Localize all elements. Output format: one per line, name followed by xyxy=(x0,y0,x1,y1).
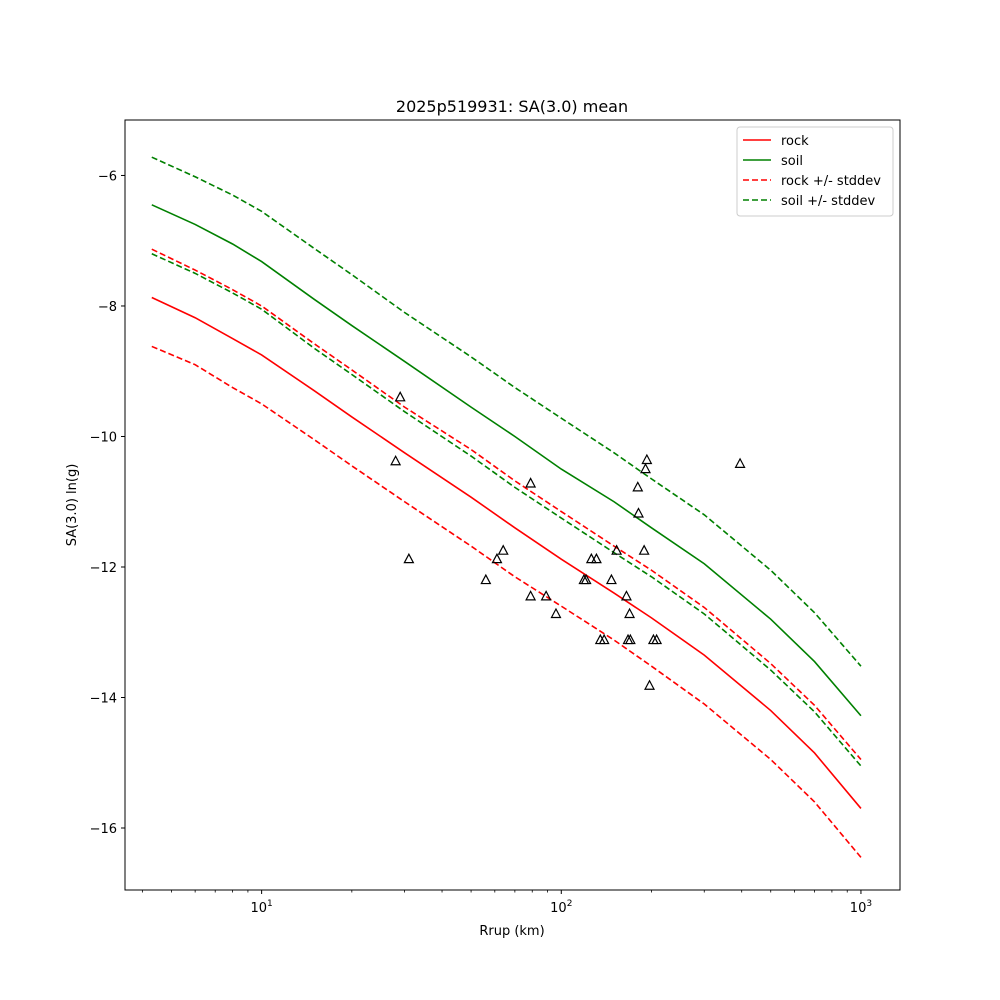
observation-point xyxy=(525,590,537,601)
observation-point xyxy=(644,679,656,690)
x-tick-label: 103 xyxy=(850,899,872,916)
observation-point xyxy=(651,633,663,645)
observation-point xyxy=(403,552,415,564)
observation-point xyxy=(390,454,402,466)
observation-point xyxy=(611,544,623,555)
observation-point xyxy=(633,507,644,518)
series-line-rock xyxy=(151,296,862,809)
observation-point xyxy=(734,457,746,468)
series-line-rock-stddev xyxy=(151,248,862,761)
observation-point xyxy=(638,544,650,555)
observation-point xyxy=(624,607,636,619)
x-axis-label: Rrup (km) xyxy=(479,924,544,939)
observation-point xyxy=(640,462,651,474)
observation-point xyxy=(598,633,610,645)
observation-point xyxy=(480,573,492,585)
observation-point xyxy=(624,633,636,645)
y-tick-label: −12 xyxy=(90,561,117,576)
plot-area xyxy=(151,156,862,858)
y-tick-label: −14 xyxy=(90,692,117,707)
series-line-band-3 xyxy=(151,345,862,858)
plot-frame xyxy=(124,119,901,891)
legend-label: rock xyxy=(781,134,809,149)
y-axis: −16 −14 −12 −10 −8 −6 xyxy=(90,169,125,837)
legend-label: soil +/- stddev xyxy=(781,194,876,209)
legend-label: rock +/- stddev xyxy=(781,174,881,189)
observation-point xyxy=(580,573,592,585)
legend: rock soil rock +/- stddev soil +/- stddev xyxy=(736,126,894,217)
legend-label: soil xyxy=(781,154,803,169)
observation-point xyxy=(590,552,602,564)
x-axis: 101 102 103 xyxy=(141,890,872,916)
series-line-soil-stddev xyxy=(151,156,862,667)
observation-point xyxy=(641,453,653,465)
observation-point xyxy=(497,544,509,555)
x-tick-label: 102 xyxy=(550,899,572,916)
series-line-soil xyxy=(151,204,862,717)
observation-point xyxy=(525,477,537,488)
series-line-band-5 xyxy=(151,253,862,767)
y-tick-label: −8 xyxy=(98,300,117,315)
y-tick-label: −6 xyxy=(98,169,117,184)
x-tick-label: 101 xyxy=(250,899,272,916)
observation-point xyxy=(550,607,562,619)
observation-point xyxy=(620,590,632,601)
observation-point xyxy=(540,590,552,601)
observation-point xyxy=(632,481,644,492)
y-axis-label: SA(3.0) ln(g) xyxy=(65,464,80,547)
chart-title: 2025p519931: SA(3.0) mean xyxy=(396,97,628,116)
observation-point xyxy=(491,552,503,564)
observation-point xyxy=(605,573,617,585)
legend-box xyxy=(736,126,894,217)
y-tick-label: −10 xyxy=(90,430,117,445)
observation-point xyxy=(394,391,406,402)
y-tick-label: −16 xyxy=(90,822,117,837)
